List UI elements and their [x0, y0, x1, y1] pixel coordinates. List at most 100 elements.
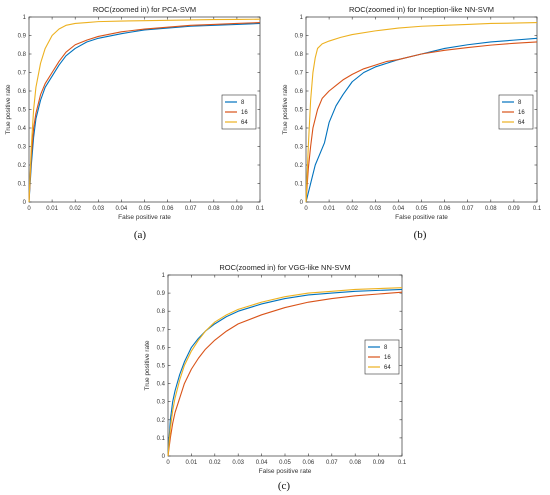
x-tick-label: 0.1: [256, 206, 265, 212]
y-tick-label: 0.6: [18, 89, 27, 95]
chart-title: ROC(zoomed in) for PCA-SVM: [93, 5, 196, 14]
chart-title: ROC(zoomed in) for Inception-like NN-SVM: [349, 5, 494, 14]
y-tick-label: 0.8: [157, 309, 166, 315]
legend-entry: 8: [241, 100, 245, 106]
x-tick-label: 0.06: [162, 206, 174, 212]
y-tick-label: 0.9: [295, 34, 304, 40]
x-tick-label: 0.01: [46, 206, 58, 212]
x-tick-label: 0.07: [185, 206, 197, 212]
x-tick-label: 0.09: [373, 460, 385, 466]
y-tick-label: 0.9: [157, 291, 166, 297]
y-tick-label: 0.3: [295, 145, 304, 151]
plot-frame: [167, 274, 403, 457]
x-axis-label: False positive rate: [395, 214, 448, 221]
y-tick-label: 0.7: [157, 327, 166, 333]
x-tick-label: 0.07: [326, 460, 338, 466]
y-tick-label: 0: [162, 454, 166, 460]
y-tick-label: 0.6: [295, 89, 304, 95]
x-tick-label: 0.06: [439, 206, 451, 212]
series-line-16: [305, 41, 538, 203]
legend: 8 16 64: [364, 339, 400, 375]
panel-label: (c): [278, 480, 291, 492]
x-tick-label: 0.06: [303, 460, 315, 466]
x-tick-label: 0: [166, 460, 170, 466]
chart-panel-2: ROC(zoomed in) for Inception-like NN-SVM…: [282, 5, 542, 241]
y-tick-label: 0.5: [157, 364, 166, 370]
x-axis-label: False positive rate: [118, 214, 171, 221]
legend-entry: 8: [518, 100, 522, 106]
x-tick-label: 0.05: [416, 206, 428, 212]
x-tick-label: 0.03: [232, 460, 244, 466]
x-tick-label: 0.09: [231, 206, 243, 212]
legend-entry: 64: [518, 120, 525, 126]
legend: 8 16 64: [221, 94, 257, 130]
x-tick-label: 0.1: [398, 460, 407, 466]
y-tick-label: 0.9: [18, 34, 27, 40]
legend-entry: 8: [384, 345, 388, 351]
x-tick-label: 0.08: [208, 206, 220, 212]
chart-title: ROC(zoomed in) for VGG-like NN-SVM: [219, 263, 350, 272]
y-tick-label: 0.7: [18, 71, 27, 77]
y-tick-label: 0.4: [295, 126, 304, 132]
x-tick-label: 0.03: [92, 206, 104, 212]
panel-label: (b): [414, 229, 427, 241]
x-tick-label: 0.04: [116, 206, 128, 212]
y-tick-label: 0.1: [157, 436, 166, 442]
y-tick-label: 0: [23, 200, 27, 206]
legend-entry: 64: [384, 365, 391, 371]
series-line-64: [305, 22, 538, 203]
y-tick-label: 0.6: [157, 345, 166, 351]
x-tick-label: 0.05: [279, 460, 291, 466]
y-tick-label: 1: [162, 273, 166, 279]
chart-panel-1: ROC(zoomed in) for PCA-SVM 0 0.01 0.02 0.03 0…: [5, 5, 265, 241]
chart-panel-3: ROC(zoomed in) for VGG-like NN-SVM 0 0.01 0…: [144, 263, 407, 492]
x-tick-label: 0: [304, 206, 308, 212]
x-tick-label: 0.07: [462, 206, 474, 212]
y-tick-label: 0.8: [18, 52, 27, 58]
y-axis-label: True positive rate: [5, 84, 12, 134]
y-tick-label: 0.1: [18, 182, 27, 188]
legend-entry: 64: [241, 120, 248, 126]
series-line-16: [28, 22, 261, 203]
series-line-64: [28, 18, 261, 203]
y-tick-label: 0.5: [295, 108, 304, 114]
plot-frame: [28, 16, 261, 203]
plot-frame: [305, 16, 538, 203]
y-tick-label: 0.8: [295, 52, 304, 58]
y-tick-label: 0.2: [157, 418, 166, 424]
y-tick-label: 0.4: [18, 126, 27, 132]
y-tick-label: 0.4: [157, 382, 166, 388]
x-axis-label: False positive rate: [259, 468, 312, 475]
x-tick-label: 0.04: [256, 460, 268, 466]
x-tick-label: 0.09: [508, 206, 520, 212]
series-line-64: [167, 287, 403, 457]
x-tick-label: 0.02: [209, 460, 221, 466]
x-tick-label: 0.05: [139, 206, 151, 212]
y-axis-label: True positive rate: [282, 84, 289, 134]
x-tick-label: 0.02: [346, 206, 358, 212]
series-line-8: [305, 37, 538, 203]
x-tick-label: 0.01: [186, 460, 198, 466]
y-tick-label: 1: [300, 15, 304, 21]
series-line-8: [167, 288, 403, 457]
series-line-16: [167, 291, 403, 457]
x-tick-label: 0.08: [485, 206, 497, 212]
panel-label: (a): [134, 229, 147, 241]
legend-entry: 16: [518, 110, 525, 116]
y-tick-label: 0.3: [157, 400, 166, 406]
y-tick-label: 0.3: [18, 145, 27, 151]
series-line-8: [28, 22, 261, 203]
x-tick-label: 0.1: [533, 206, 542, 212]
x-tick-label: 0.01: [323, 206, 335, 212]
y-tick-label: 0: [300, 200, 304, 206]
x-tick-label: 0.03: [369, 206, 381, 212]
y-tick-label: 1: [23, 15, 27, 21]
y-tick-label: 0.5: [18, 108, 27, 114]
legend: 8 16 64: [498, 94, 534, 130]
y-axis-label: True positive rate: [144, 340, 151, 390]
x-tick-label: 0.08: [349, 460, 361, 466]
x-tick-label: 0: [27, 206, 31, 212]
y-tick-label: 0.1: [295, 182, 304, 188]
legend-entry: 16: [384, 355, 391, 361]
